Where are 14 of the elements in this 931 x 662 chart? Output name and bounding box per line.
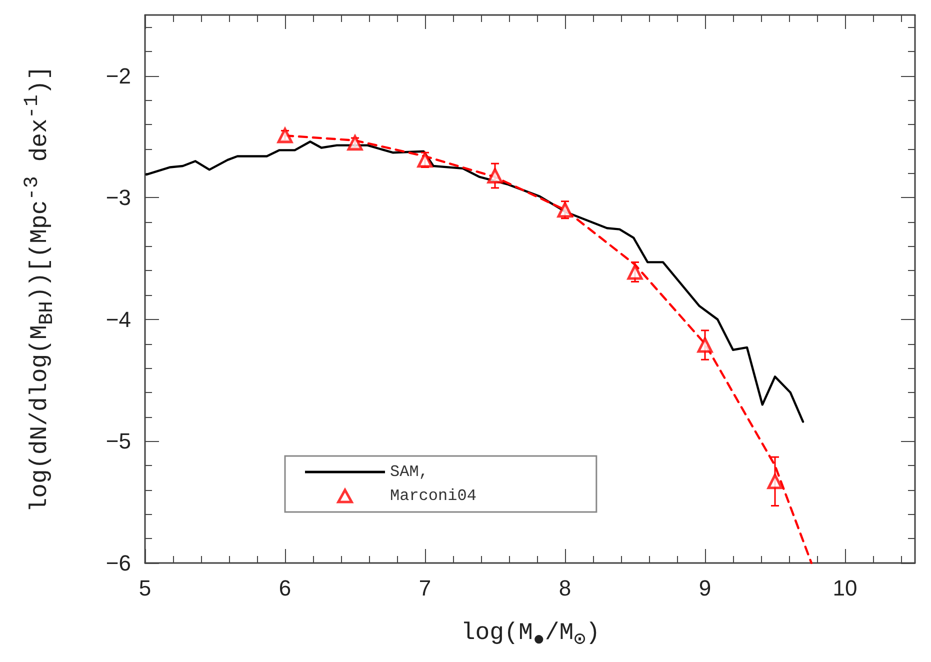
y-tick-label: −5 xyxy=(106,428,131,454)
x-tick-label: 7 xyxy=(418,576,432,600)
x-tick-label: 6 xyxy=(278,576,292,600)
y-tick-label: −2 xyxy=(106,63,131,88)
x-tick-label: 8 xyxy=(558,576,572,600)
legend-label: SAM, xyxy=(390,463,428,481)
y-tick-label: −3 xyxy=(106,185,131,210)
x-tick-label: 9 xyxy=(698,576,712,600)
x-axis-title: log(M$_{●}$/M$_{⊙}$) xyxy=(460,620,602,652)
legend-label: Marconi04 xyxy=(390,487,476,505)
y-tick-label: −4 xyxy=(106,306,131,332)
y-tick-label: −6 xyxy=(106,550,131,576)
x-tick-label: 10 xyxy=(832,576,858,600)
x-tick-label: 5 xyxy=(138,576,152,600)
